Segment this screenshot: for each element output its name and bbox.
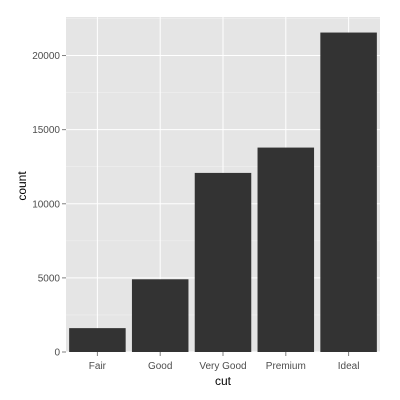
y-axis-title: count (15, 171, 29, 201)
x-tick-label: Good (148, 361, 172, 372)
y-tick-label: 15000 (32, 125, 60, 136)
y-tick-label: 10000 (32, 199, 60, 210)
y-tick-label: 5000 (38, 273, 61, 284)
y-axis: 0 5000 10000 15000 20000 (32, 51, 66, 359)
y-tick-label: 0 (54, 348, 60, 359)
bar-fair (69, 328, 126, 352)
x-axis-title: cut (215, 374, 232, 388)
bar-good (131, 279, 189, 352)
bar-premium (257, 147, 315, 352)
y-tick-label: 20000 (32, 51, 60, 62)
bar-ideal (320, 32, 377, 352)
x-tick-label: Very Good (199, 361, 246, 372)
bar-very-good (194, 172, 252, 352)
x-axis: Fair Good Very Good Premium Ideal (89, 352, 360, 372)
x-tick-label: Premium (266, 361, 306, 372)
bars (69, 32, 377, 352)
x-tick-label: Fair (89, 361, 107, 372)
x-tick-label: Ideal (338, 361, 360, 372)
